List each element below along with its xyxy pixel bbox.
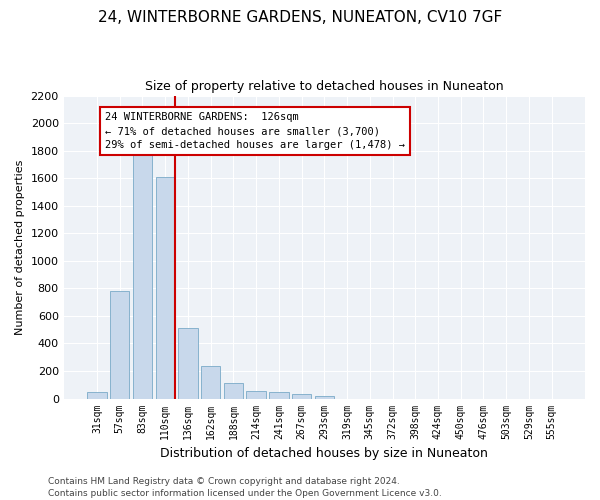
X-axis label: Distribution of detached houses by size in Nuneaton: Distribution of detached houses by size … [160, 447, 488, 460]
Text: 24, WINTERBORNE GARDENS, NUNEATON, CV10 7GF: 24, WINTERBORNE GARDENS, NUNEATON, CV10 … [98, 10, 502, 25]
Bar [292, 394, 311, 398]
Bar [133, 150, 152, 398]
Bar [269, 392, 289, 398]
Bar [314, 396, 334, 398]
Bar [155, 177, 175, 398]
Text: Contains HM Land Registry data © Crown copyright and database right 2024.
Contai: Contains HM Land Registry data © Crown c… [48, 476, 442, 498]
Title: Size of property relative to detached houses in Nuneaton: Size of property relative to detached ho… [145, 80, 503, 93]
Bar [224, 384, 243, 398]
Bar [247, 391, 266, 398]
Text: 24 WINTERBORNE GARDENS:  126sqm
← 71% of detached houses are smaller (3,700)
29%: 24 WINTERBORNE GARDENS: 126sqm ← 71% of … [105, 112, 405, 150]
Bar [88, 392, 107, 398]
Bar [110, 291, 130, 399]
Bar [178, 328, 197, 398]
Bar [201, 366, 220, 398]
Y-axis label: Number of detached properties: Number of detached properties [15, 160, 25, 334]
